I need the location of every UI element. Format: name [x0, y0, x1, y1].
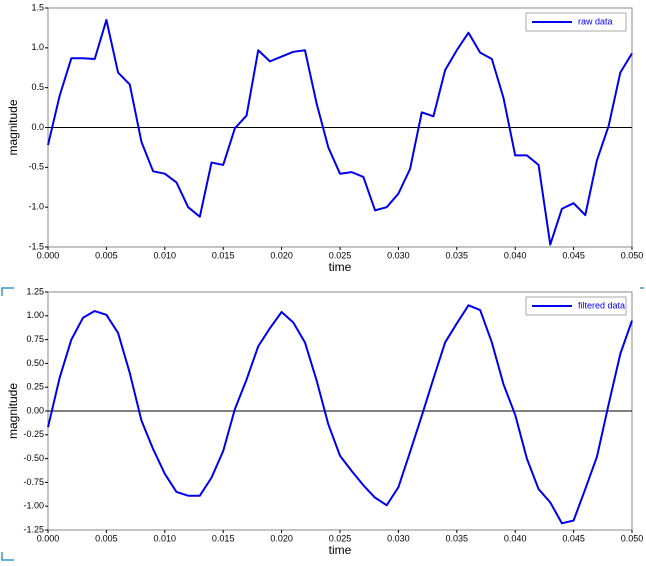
x-tick-label: 0.045 — [562, 533, 585, 543]
x-tick-label: 0.035 — [446, 533, 469, 543]
x-tick-label: 0.005 — [95, 250, 118, 260]
y-tick-label: 0.50 — [26, 358, 44, 368]
x-tick-label: 0.050 — [621, 533, 644, 543]
y-tick-label: -0.75 — [23, 477, 44, 487]
data-line — [47, 304, 633, 525]
y-tick-label: 1.00 — [26, 310, 44, 320]
x-tick-label: 0.040 — [504, 533, 527, 543]
x-axis-label: time — [329, 543, 352, 557]
x-tick-label: 0.030 — [387, 533, 410, 543]
x-tick-label: 0.025 — [329, 250, 352, 260]
data-line — [47, 18, 633, 246]
x-tick-label: 0.020 — [270, 533, 293, 543]
legend-box — [525, 296, 627, 316]
x-tick-label: 0.010 — [154, 533, 177, 543]
x-tick-label: 0.020 — [270, 250, 293, 260]
x-tick-label: 0.010 — [154, 250, 177, 260]
y-tick-label: -1.00 — [23, 501, 44, 511]
x-tick-label: 0.015 — [212, 533, 235, 543]
x-tick-label: 0.050 — [621, 250, 644, 260]
x-tick-label: 0.035 — [446, 250, 469, 260]
y-tick-label: -0.25 — [23, 429, 44, 439]
y-axis-label: magnitude — [6, 383, 20, 439]
y-tick-label: -1.25 — [23, 524, 44, 534]
y-tick-label: -0.5 — [28, 162, 44, 172]
y-tick-label: 0.5 — [31, 82, 44, 92]
legend-label: filtered data — [578, 300, 625, 310]
x-tick-label: 0.040 — [504, 250, 527, 260]
x-axis-label: time — [329, 260, 352, 274]
frame-corner — [1, 287, 644, 561]
y-tick-label: 0.25 — [26, 382, 44, 392]
x-tick-label: 0.005 — [95, 533, 118, 543]
x-tick-label: 0.000 — [37, 533, 60, 543]
x-tick-label: 0.030 — [387, 250, 410, 260]
y-tick-label: -1.0 — [28, 202, 44, 212]
legend-label: raw data — [578, 16, 613, 26]
x-tick-label: 0.045 — [562, 250, 585, 260]
x-tick-label: 0.025 — [329, 533, 352, 543]
y-tick-label: 0.0 — [31, 122, 44, 132]
y-tick-label: 1.25 — [26, 286, 44, 296]
x-tick-label: 0.015 — [212, 250, 235, 260]
y-tick-label: 0.75 — [26, 334, 44, 344]
y-tick-label: 1.0 — [31, 42, 44, 52]
y-tick-label: 0.00 — [26, 405, 44, 415]
x-tick-label: 0.000 — [37, 250, 60, 260]
legend-box — [525, 12, 627, 32]
y-tick-label: -0.50 — [23, 453, 44, 463]
y-axis-label: magnitude — [6, 99, 20, 155]
y-tick-label: -1.5 — [28, 241, 44, 251]
y-tick-label: 1.5 — [31, 2, 44, 12]
